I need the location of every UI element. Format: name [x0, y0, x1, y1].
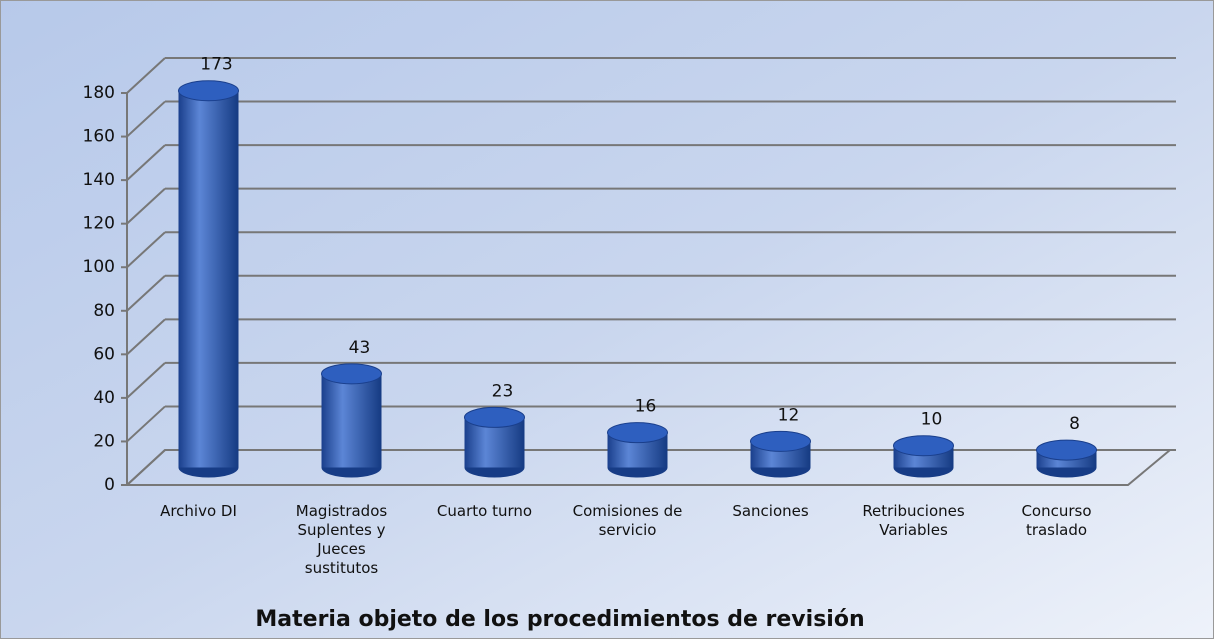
grid-line — [126, 449, 166, 486]
x-axis-title: Materia objeto de los procedimientos de … — [255, 607, 864, 632]
y-tick-label: 20 — [93, 431, 115, 451]
grid-line — [126, 405, 166, 443]
x-tick-label: Concurso traslado — [1021, 502, 1092, 539]
x-tick-label: Archivo DI — [160, 502, 237, 520]
grid-line — [126, 275, 166, 312]
value-label: 10 — [921, 410, 943, 430]
bar-top — [178, 80, 239, 102]
y-tick-label: 80 — [93, 301, 115, 321]
value-label: 12 — [778, 405, 800, 425]
x-tick-label: Comisiones de servicio — [572, 502, 683, 539]
x-tick-label: Retribuciones Variables — [862, 502, 965, 539]
x-tick-label: Sanciones — [732, 502, 809, 520]
value-label: 43 — [349, 338, 371, 358]
bar-top — [607, 422, 668, 444]
x-tick-label: Cuarto turno — [436, 502, 533, 520]
y-tick-label: 60 — [93, 344, 115, 364]
bar-top — [750, 430, 811, 452]
bar-top — [464, 406, 525, 428]
value-label: 16 — [635, 397, 657, 417]
grid-line — [126, 144, 166, 181]
grid-line — [126, 187, 166, 225]
y-tick-label: 180 — [83, 83, 115, 103]
grid-line — [126, 362, 166, 399]
grid-line — [126, 318, 166, 356]
y-tick-label: 140 — [83, 170, 115, 190]
y-tick-label: 0 — [104, 475, 115, 495]
grid-line — [126, 57, 166, 94]
bar — [321, 373, 382, 468]
y-tick-label: 120 — [83, 214, 115, 234]
y-tick-label: 40 — [93, 388, 115, 408]
grid-line — [126, 100, 166, 138]
grid-line — [126, 231, 166, 268]
x-tick-label: Magistrados Suplentes y Jueces sustituto… — [295, 502, 388, 577]
y-tick-label: 160 — [83, 127, 115, 147]
bar-top — [321, 363, 382, 385]
bar-top — [893, 435, 954, 457]
value-label: 8 — [1069, 414, 1080, 434]
bar-top — [1036, 439, 1097, 461]
value-label: 173 — [200, 55, 232, 75]
y-tick-label: 100 — [83, 257, 115, 277]
value-label: 23 — [492, 381, 514, 401]
bar — [178, 90, 239, 468]
